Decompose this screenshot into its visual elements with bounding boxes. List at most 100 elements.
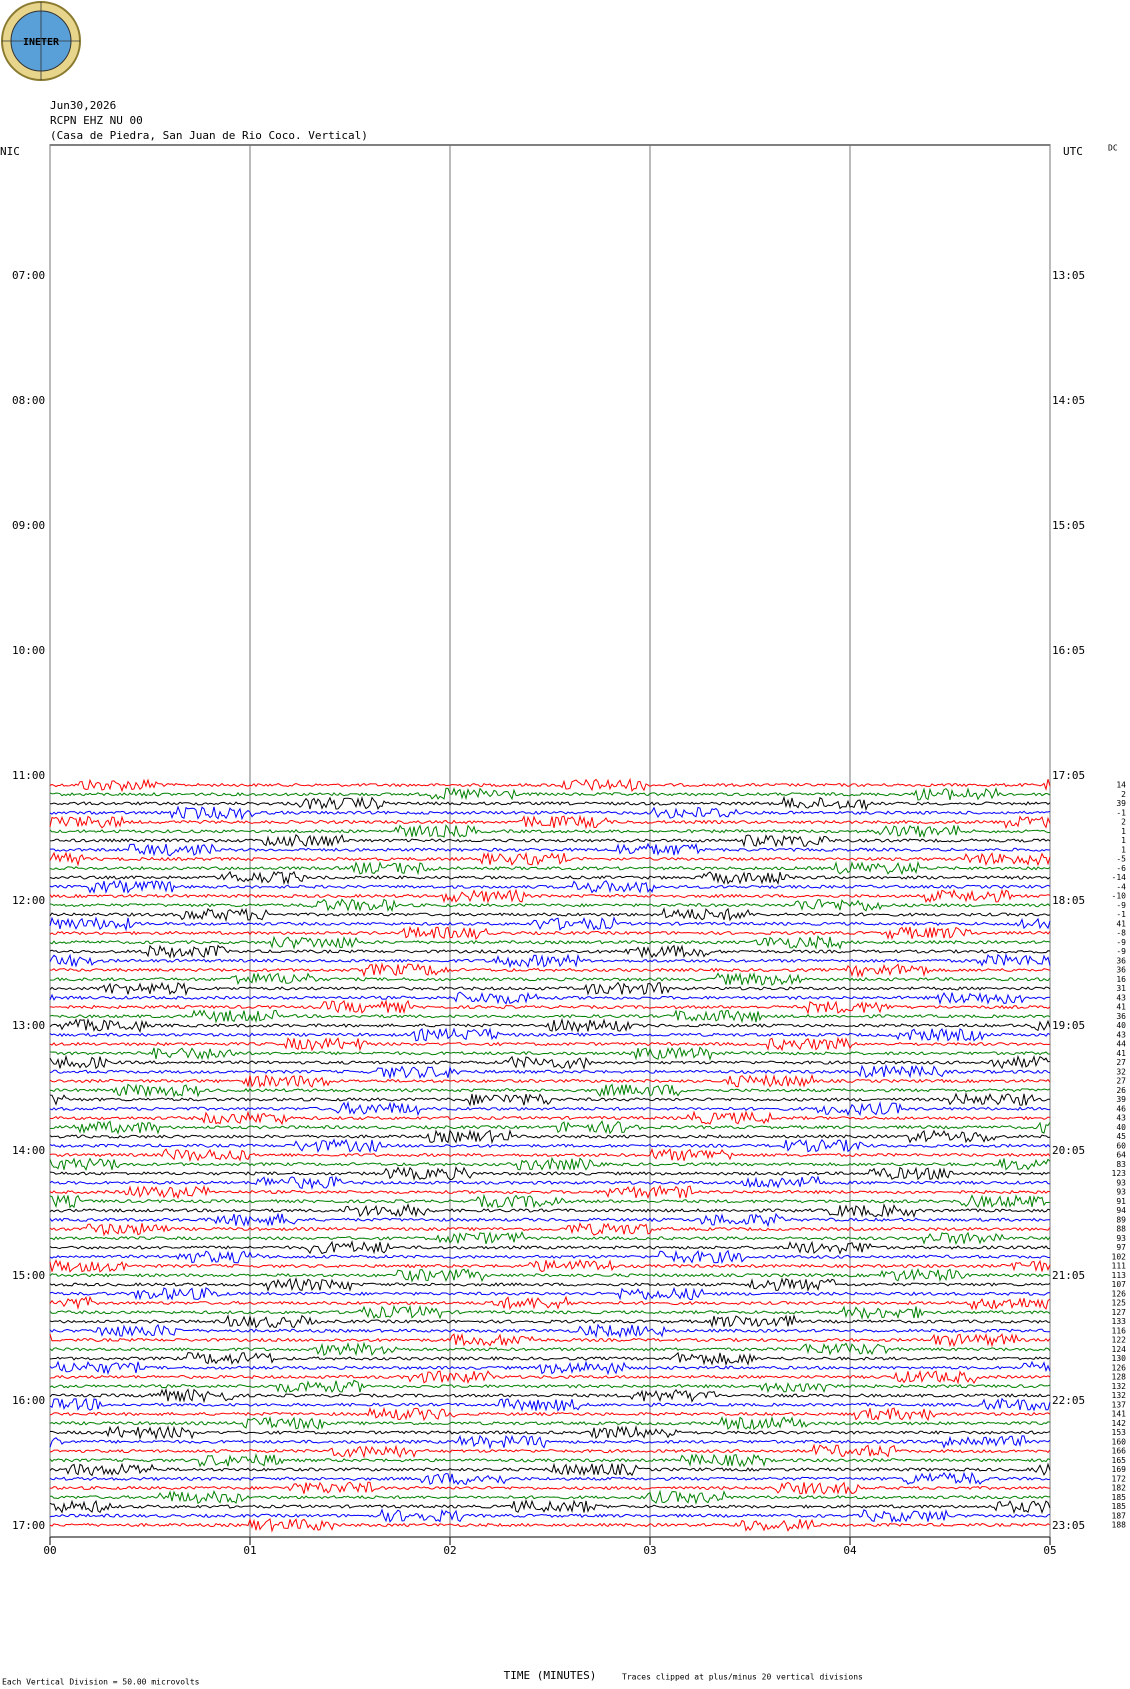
dc-offset: 172 bbox=[1112, 1474, 1127, 1483]
dc-offset: 41 bbox=[1116, 919, 1126, 928]
trace bbox=[49, 1202, 1051, 1218]
trace bbox=[49, 1120, 1051, 1135]
trace bbox=[50, 795, 1051, 812]
trace bbox=[49, 1046, 1051, 1062]
trace bbox=[49, 1341, 1051, 1357]
left-time-label: 14:00 bbox=[12, 1144, 45, 1157]
dc-offset: 133 bbox=[1112, 1317, 1127, 1326]
trace bbox=[49, 1036, 1051, 1052]
trace bbox=[49, 888, 1051, 904]
dc-offset: 32 bbox=[1116, 1067, 1126, 1076]
x-tick-label: 02 bbox=[443, 1544, 456, 1557]
trace bbox=[49, 1017, 1051, 1033]
right-zone: UTC bbox=[1063, 145, 1083, 158]
trace bbox=[49, 944, 1051, 959]
dc-offset: 40 bbox=[1116, 1123, 1126, 1132]
right-time-label: 16:05 bbox=[1052, 644, 1085, 657]
location: (Casa de Piedra, San Juan de Rio Coco. V… bbox=[50, 129, 368, 142]
trace bbox=[49, 1212, 1051, 1228]
right-time-label: 14:05 bbox=[1052, 394, 1085, 407]
trace bbox=[49, 1054, 1051, 1071]
x-tick-label: 04 bbox=[843, 1544, 857, 1557]
dc-offset: 126 bbox=[1112, 1289, 1127, 1298]
left-time-label: 15:00 bbox=[12, 1269, 45, 1282]
dc-offset: 126 bbox=[1112, 1363, 1127, 1372]
dc-offset: 94 bbox=[1116, 1206, 1126, 1215]
trace bbox=[49, 1258, 1051, 1273]
dc-offset: 2 bbox=[1121, 790, 1126, 799]
trace bbox=[49, 1498, 1051, 1515]
dc-offset: 91 bbox=[1116, 1197, 1126, 1206]
dc-offset: 142 bbox=[1112, 1419, 1127, 1428]
trace bbox=[49, 1295, 1051, 1311]
dc-offset: 93 bbox=[1116, 1178, 1126, 1187]
trace bbox=[49, 1027, 1051, 1042]
x-tick-label: 03 bbox=[643, 1544, 656, 1557]
dc-offset: 165 bbox=[1112, 1456, 1127, 1465]
right-time-label: 22:05 bbox=[1052, 1394, 1085, 1407]
left-time-label: 11:00 bbox=[12, 769, 45, 782]
trace bbox=[49, 1481, 1051, 1495]
x-tick-label: 00 bbox=[43, 1544, 56, 1557]
trace bbox=[49, 1138, 1051, 1154]
dc-offset: 93 bbox=[1116, 1188, 1126, 1197]
trace bbox=[49, 1184, 1051, 1200]
trace bbox=[49, 860, 1051, 876]
dc-offset: 27 bbox=[1116, 1077, 1126, 1086]
dc-offset: 128 bbox=[1112, 1373, 1127, 1382]
dc-offset: -8 bbox=[1116, 929, 1126, 938]
traces bbox=[49, 777, 1051, 1533]
trace bbox=[49, 851, 1051, 867]
x-tick-label: 05 bbox=[1043, 1544, 1056, 1557]
dc-offset: 160 bbox=[1112, 1437, 1127, 1446]
station: RCPN EHZ NU 00 bbox=[50, 114, 143, 127]
trace bbox=[49, 879, 1051, 895]
dc-offset: 124 bbox=[1112, 1345, 1127, 1354]
trace bbox=[49, 1462, 1051, 1477]
dc-offset: 27 bbox=[1116, 1058, 1126, 1067]
trace bbox=[49, 1073, 1051, 1089]
trace bbox=[49, 999, 1051, 1015]
right-time-label: 20:05 bbox=[1052, 1144, 1085, 1157]
dc-offset: 182 bbox=[1112, 1484, 1127, 1493]
dc-offset: -1 bbox=[1116, 910, 1126, 919]
trace bbox=[49, 1147, 1051, 1163]
dc-offset: 36 bbox=[1116, 966, 1126, 975]
dc-offset: 122 bbox=[1112, 1336, 1127, 1345]
left-time-label: 10:00 bbox=[12, 644, 45, 657]
dc-offset: 1 bbox=[1121, 836, 1126, 845]
dc-offset: 41 bbox=[1116, 1049, 1126, 1058]
dc-offset: 39 bbox=[1116, 799, 1126, 808]
left-time-label: 09:00 bbox=[12, 519, 45, 532]
trace bbox=[49, 1110, 1051, 1126]
trace bbox=[49, 1239, 1051, 1255]
trace bbox=[49, 814, 1051, 830]
trace bbox=[49, 935, 1051, 950]
dc-offset: 188 bbox=[1112, 1521, 1127, 1530]
dc-offset: -9 bbox=[1116, 901, 1126, 910]
trace bbox=[49, 952, 1051, 969]
trace bbox=[49, 777, 1051, 793]
trace bbox=[49, 787, 1051, 801]
trace bbox=[49, 1517, 1051, 1533]
trace bbox=[49, 805, 1051, 821]
trace bbox=[49, 1267, 1051, 1283]
trace bbox=[49, 991, 1051, 1006]
dc-offset: 116 bbox=[1112, 1326, 1127, 1335]
trace bbox=[49, 1249, 1050, 1265]
trace bbox=[49, 1471, 1051, 1486]
trace bbox=[49, 1332, 1051, 1348]
dc-offset: 97 bbox=[1116, 1243, 1126, 1252]
dc-offset: 26 bbox=[1116, 1086, 1126, 1095]
dc-offset: -10 bbox=[1112, 892, 1127, 901]
dc-offset: 93 bbox=[1116, 1234, 1126, 1243]
trace bbox=[49, 898, 1051, 913]
trace bbox=[49, 1314, 1051, 1329]
dc-offset: -1 bbox=[1116, 808, 1126, 817]
dc-offset: -9 bbox=[1116, 947, 1126, 956]
dc-offset: 166 bbox=[1112, 1447, 1127, 1456]
date: Jun30,2026 bbox=[50, 99, 116, 112]
logo: INETER bbox=[1, 1, 81, 81]
trace bbox=[49, 1277, 1051, 1292]
